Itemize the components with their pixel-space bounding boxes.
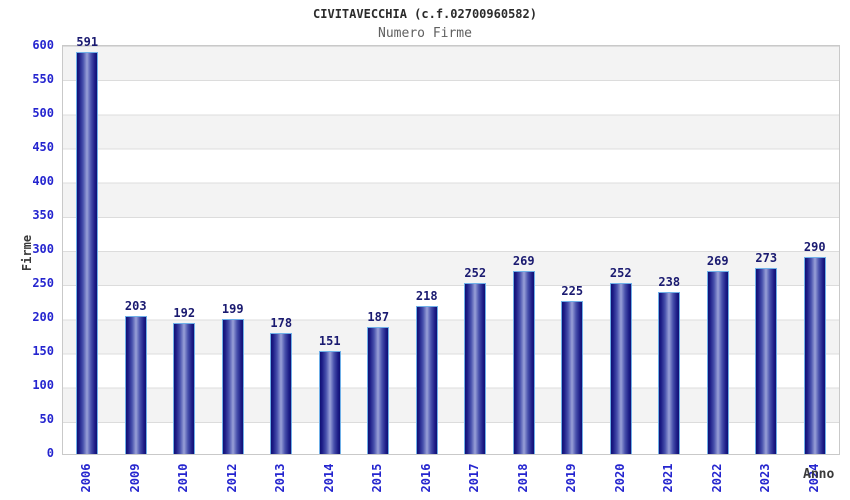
bar [367,326,390,454]
y-tick-label: 600 [32,38,54,52]
bar [561,301,584,454]
x-tick-cell: 2009 [111,459,160,500]
y-tick-label: 500 [32,106,54,120]
x-tick-cell: 2017 [450,459,499,500]
bar [464,282,487,454]
x-tick-cell: 2013 [256,459,305,500]
bar [755,268,778,454]
bar [124,315,147,454]
y-tick-label: 150 [32,344,54,358]
x-tick-cell: 2019 [547,459,596,500]
plot-area: 591 203 192 199 178 151 187 218 252 269 225 252 238 2… [62,36,840,455]
y-tick-label: 400 [32,174,54,188]
bar-value-label: 218 [415,288,438,303]
bar-slot: 269 [694,46,743,454]
bar-slot: 273 [742,46,791,454]
x-tick-label: 2019 [564,463,579,493]
bar-slot: 192 [160,46,209,454]
x-tick-cell: 2022 [693,459,742,500]
x-tick-cell: 2014 [305,459,354,500]
bar [76,52,99,454]
bar [415,305,438,454]
bar-slot: 151 [306,46,355,454]
bar-value-label: 269 [706,254,729,269]
x-tick-label: 2016 [418,463,433,493]
bar [512,271,535,454]
y-tick-label: 550 [32,72,54,86]
x-tick-label: 2021 [661,463,676,493]
y-tick-label: 300 [32,242,54,256]
x-tick-cell: 2020 [596,459,645,500]
bar-value-label: 178 [270,315,293,330]
bar-slot: 178 [257,46,306,454]
bar-slot: 218 [403,46,452,454]
x-tick-label: 2010 [176,463,191,493]
y-tick-label: 50 [39,412,54,426]
x-tick-label: 2022 [709,463,724,493]
y-tick-label: 100 [32,378,54,392]
x-tick-label: 2017 [467,463,482,493]
bar-slot: 290 [791,46,840,454]
bar-value-label: 269 [512,254,535,269]
bar-value-label: 192 [173,306,196,321]
bar [803,256,826,454]
x-tick-label: 2013 [273,463,288,493]
bar [173,323,196,454]
bar-slot: 199 [209,46,258,454]
x-axis-tick-labels: 2006 2009 2010 2012 2013 2014 2015 2016 2017 2018… [62,459,838,500]
bar-slot: 238 [645,46,694,454]
bar-slot: 187 [354,46,403,454]
y-tick-label: 0 [46,446,54,460]
x-tick-label: 2015 [370,463,385,493]
x-tick-cell: 2023 [741,459,790,500]
bar [609,282,632,454]
bar-value-label: 591 [76,35,99,50]
x-tick-cell: 2010 [159,459,208,500]
chart-title: CIVITAVECCHIA (c.f.02700960582) [313,7,537,21]
bar [658,292,681,454]
x-tick-cell: 2016 [402,459,451,500]
x-tick-cell: 2006 [62,459,111,500]
chart-subtitle: Numero Firme [378,26,472,41]
bar-slot: 269 [500,46,549,454]
x-tick-cell: 2021 [644,459,693,500]
bar-slot: 252 [451,46,500,454]
x-tick-cell: 2018 [499,459,548,500]
x-tick-label: 2020 [612,463,627,493]
y-tick-label: 200 [32,310,54,324]
bar [221,318,244,454]
bar-slot: 252 [597,46,646,454]
bar-value-label: 151 [318,334,341,349]
bar-value-label: 238 [658,275,681,290]
bar-slot: 225 [548,46,597,454]
x-tick-label: 2009 [127,463,142,493]
x-tick-label: 2014 [321,463,336,493]
x-tick-label: 2012 [224,463,239,493]
bar-value-label: 252 [609,265,632,280]
bar-slot: 591 [63,36,112,454]
bar-value-label: 225 [561,284,584,298]
y-tick-label: 450 [32,140,54,154]
y-tick-label: 250 [32,276,54,290]
bar [706,271,729,454]
bar-slot: 203 [112,46,161,454]
x-tick-cell: 2015 [353,459,402,500]
x-tick-label: 2023 [758,463,773,493]
x-tick-cell: 2012 [208,459,257,500]
x-tick-label: 2018 [515,463,530,493]
bar-value-label: 290 [803,239,826,254]
bar [318,351,341,454]
bar-value-label: 187 [367,309,390,324]
bar-value-label: 252 [464,265,487,280]
bar-value-label: 199 [221,301,244,316]
x-tick-label: 2006 [79,463,94,493]
bar [270,332,293,454]
bar-value-label: 273 [755,251,778,266]
x-axis-title: Anno [803,467,835,482]
y-tick-label: 350 [32,208,54,222]
bar-value-label: 203 [124,298,147,313]
